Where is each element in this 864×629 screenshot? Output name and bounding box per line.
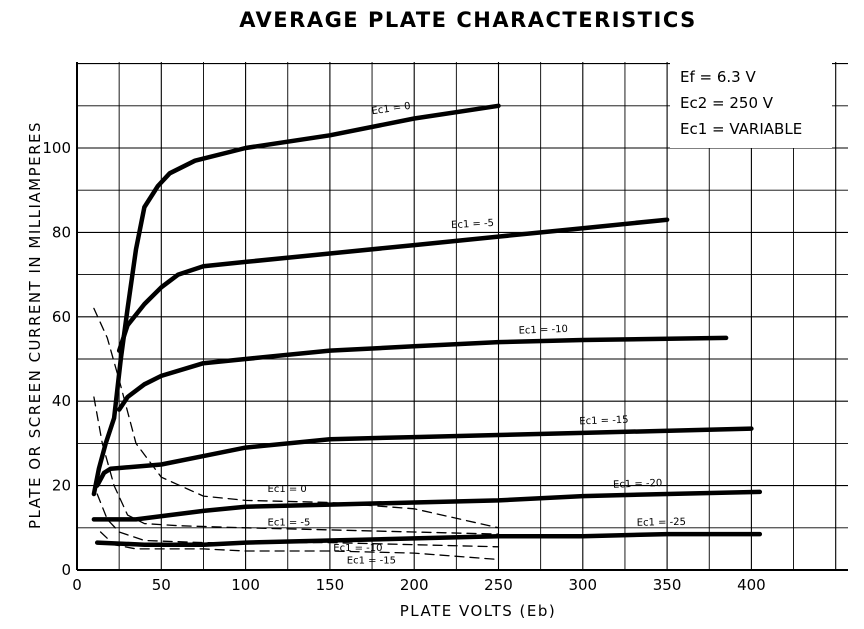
legend-entry: Ec2 = 250 V [680, 94, 774, 112]
x-axis-label: PLATE VOLTS (Eb) [400, 602, 557, 620]
x-tick-label: 250 [484, 576, 513, 594]
x-tick-label: 300 [568, 576, 597, 594]
y-tick-label: 80 [52, 223, 71, 241]
conditions-legend: Ef = 6.3 V Ec2 = 250 V Ec1 = VARIABLE [670, 62, 832, 148]
curve-label: Ec1 = -5 [451, 218, 494, 231]
screen-curve [93, 307, 500, 529]
curve-label: Ec1 = -15 [579, 415, 629, 428]
axis-ticks: 0 50 100 150 200 250 300 350 400 0 20 40 60 80 100 [42, 139, 765, 594]
y-tick-label: 40 [52, 392, 71, 410]
curves [91, 103, 763, 561]
screen-curve [96, 493, 500, 548]
y-tick-label: 100 [42, 139, 71, 157]
curve-label: Ec1 = -15 [347, 556, 396, 567]
x-tick-label: 50 [152, 576, 171, 594]
plate-curve [116, 217, 670, 353]
plate-curve [94, 426, 754, 488]
x-tick-label: 400 [737, 576, 766, 594]
y-tick-label: 60 [52, 308, 71, 326]
plate-curve [91, 103, 501, 497]
plate-curve [91, 489, 763, 522]
curve-label: Ec1 = -10 [333, 543, 382, 554]
chart-title: AVERAGE PLATE CHARACTERISTICS [239, 8, 697, 32]
x-tick-label: 200 [400, 576, 429, 594]
screen-curve [99, 531, 500, 561]
curve-label: Ec1 = 0 [371, 101, 411, 117]
x-tick-label: 100 [231, 576, 260, 594]
plate-curve [116, 335, 729, 412]
curve-label: Ec1 = -10 [518, 324, 568, 337]
curve-label: Ec1 = -20 [613, 478, 663, 491]
curve-label: Ec1 = -25 [637, 517, 686, 529]
grid-lines [76, 62, 848, 571]
legend-background [670, 62, 832, 148]
x-tick-label: 150 [316, 576, 345, 594]
curve-labels: Ec1 = 0 Ec1 = -5 Ec1 = -10 Ec1 = -15 Ec1 = -… [268, 101, 687, 567]
curve-label: Ec1 = -5 [268, 518, 311, 529]
screen-curve [93, 396, 500, 535]
plate-curve [94, 531, 763, 547]
x-tick-label: 350 [653, 576, 682, 594]
y-tick-label: 20 [52, 477, 71, 495]
y-tick-label: 0 [61, 561, 71, 579]
curve-label: Ec1 = 0 [268, 484, 307, 495]
x-tick-label: 0 [72, 576, 82, 594]
y-axis-label: PLATE OR SCREEN CURRENT IN MILLIAMPERES [26, 121, 44, 529]
legend-entry: Ec1 = VARIABLE [680, 120, 802, 138]
legend-entry: Ef = 6.3 V [680, 68, 756, 86]
